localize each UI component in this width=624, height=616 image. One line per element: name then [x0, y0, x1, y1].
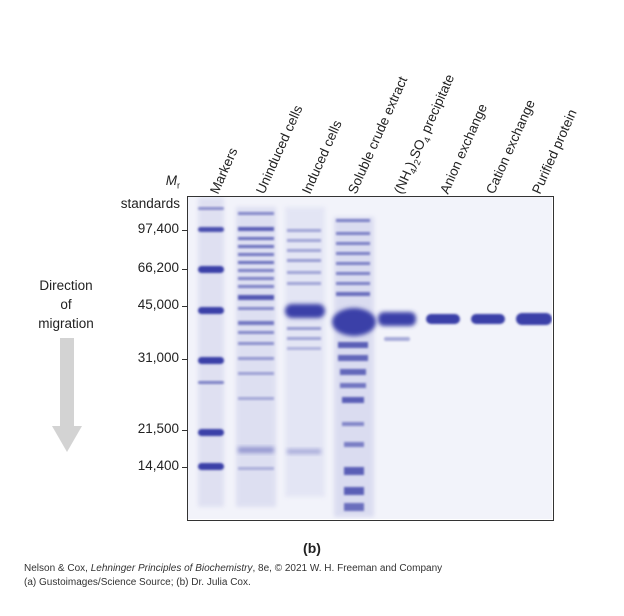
lane-cation-exchange: [471, 314, 505, 324]
mw-standard: 66,200: [80, 260, 187, 278]
mr-standards-label: Mr standards: [120, 173, 180, 211]
lane-label-markers: Markers: [207, 145, 241, 197]
lane-ammonium-sulfate-precipitate: [378, 312, 416, 341]
lane-purified-protein: [516, 313, 552, 325]
lane-label-cation-exchange: Cation exchange: [483, 97, 538, 197]
panel-label: (b): [303, 540, 321, 556]
lane-label-uninduced-cells: Uninduced cells: [253, 102, 306, 197]
lane-induced-cells: [285, 207, 325, 497]
mw-axis: 97,400 66,200 45,000 31,000 21,500 14,40…: [80, 0, 187, 616]
lane-uninduced-cells: [236, 207, 276, 507]
direction-of-migration-label: Direction of migration: [38, 278, 94, 331]
mw-standard: 14,400: [80, 458, 187, 476]
sds-page-gel: [187, 196, 554, 521]
source-caption-line2: (a) Gustoimages/Science Source; (b) Dr. …: [24, 577, 251, 588]
lane-label-purified-protein: Purified protein: [529, 107, 580, 197]
source-caption-line1: Nelson & Cox, Lehninger Principles of Bi…: [24, 563, 443, 574]
gel-image: [188, 197, 552, 519]
mw-standard: 45,000: [80, 297, 187, 315]
down-arrow-icon: [52, 338, 82, 452]
mw-standard: 97,400: [80, 221, 187, 239]
mw-standard: 31,000: [80, 350, 187, 368]
lane-anion-exchange: [426, 314, 460, 324]
lane-label-induced-cells: Induced cells: [299, 118, 345, 197]
lane-markers: [198, 197, 224, 507]
lane-label-anion-exchange: Anion exchange: [437, 101, 491, 197]
lane-soluble-crude-extract: [332, 217, 376, 517]
mw-standard: 21,500: [80, 421, 187, 439]
